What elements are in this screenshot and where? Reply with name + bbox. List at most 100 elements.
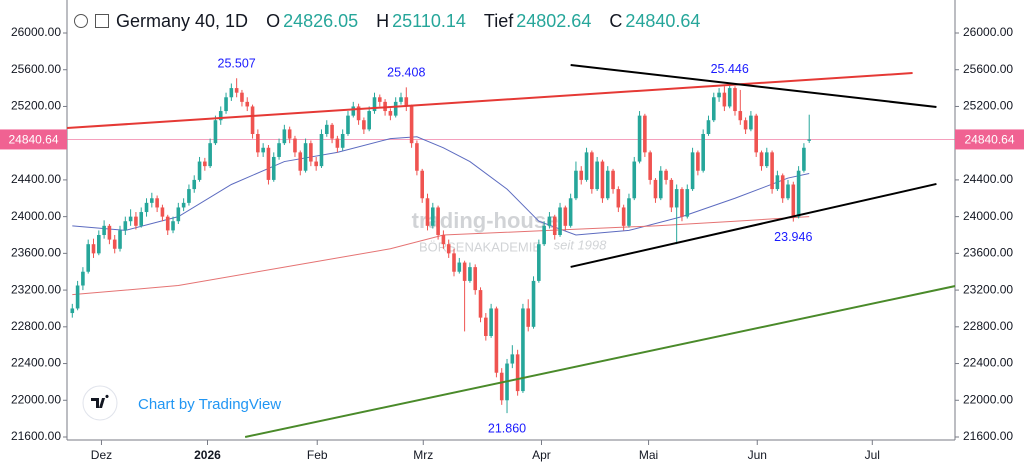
candle-body — [128, 216, 133, 222]
candle-body — [335, 138, 340, 148]
candle-body — [690, 152, 695, 190]
candle-body — [362, 120, 366, 130]
candle-body — [330, 124, 334, 139]
candle-body — [685, 189, 690, 217]
x-tick-label: 2026 — [194, 448, 221, 462]
x-tick-label: Dez — [91, 448, 112, 462]
price-annotation: 23.946 — [774, 230, 812, 244]
y-tick-label: 26000.00 — [11, 25, 61, 39]
candle-body — [754, 115, 758, 153]
ohlc-value: 24802.64 — [516, 10, 592, 31]
candle-body — [457, 262, 462, 272]
candle-body — [616, 189, 621, 208]
candle-body — [208, 143, 212, 167]
candle-body — [293, 138, 297, 153]
candle-body — [181, 202, 186, 208]
candle-body — [261, 147, 265, 153]
candle-body — [436, 207, 440, 235]
candle-body — [409, 106, 414, 144]
y-tick-label: 21600.00 — [963, 429, 1013, 443]
y-tick-label: 22400.00 — [11, 356, 61, 370]
candle-body — [420, 170, 424, 199]
legend-header: Germany 40, 1D O 24826.05 H 25110.14 Tief 248… — [74, 9, 700, 33]
candle-body — [653, 179, 658, 199]
logo-circle — [82, 385, 118, 421]
candle-body — [701, 134, 705, 171]
candle-body — [102, 225, 106, 235]
trendline — [570, 64, 937, 108]
candle-body — [245, 101, 250, 107]
ohlc-key: Tief — [483, 10, 514, 31]
candle-body — [171, 221, 175, 231]
y-tick-label: 24400.00 — [11, 172, 61, 186]
icon-collapse[interactable] — [74, 14, 88, 28]
price-tag — [0, 129, 67, 150]
branding: Chart by TradingView — [138, 396, 281, 413]
candle-body — [600, 161, 605, 199]
candle-body — [786, 184, 790, 199]
candle-body — [462, 262, 467, 281]
icon-add[interactable] — [95, 14, 109, 28]
candle-body — [680, 189, 684, 217]
candle-body — [229, 88, 234, 98]
y-tick-label: 22800.00 — [11, 319, 61, 333]
candle-body — [531, 280, 536, 327]
candle-body — [404, 97, 409, 107]
candle-body — [75, 285, 80, 309]
candle-body — [579, 170, 584, 180]
candle-body — [346, 115, 350, 134]
price-tag — [955, 129, 1024, 150]
candle-body — [780, 175, 785, 199]
watermark-text: trading-house — [412, 208, 559, 233]
candle-body — [351, 106, 356, 116]
candle-body — [176, 207, 181, 222]
y-tick-label: 25200.00 — [11, 99, 61, 113]
candle-body — [770, 152, 774, 190]
candle-body — [399, 97, 403, 102]
candle-body — [759, 152, 764, 167]
ohlc-key: H — [376, 10, 390, 31]
candle-body — [250, 106, 255, 134]
candle-body — [796, 170, 801, 217]
candle-body — [266, 147, 271, 180]
y-tick-label: 23200.00 — [963, 282, 1013, 296]
candle-body — [377, 97, 382, 102]
price-annotation: 25.507 — [218, 57, 256, 71]
symbol-title: Germany 40, 1D — [116, 10, 249, 31]
candle-body — [696, 152, 700, 171]
candle-body — [568, 198, 573, 226]
candle-body — [733, 88, 737, 112]
y-tick-label: 25600.00 — [11, 62, 61, 76]
candle-body — [749, 115, 753, 130]
candle-body — [425, 198, 430, 226]
candle-body — [664, 170, 668, 180]
y-tick-label: 25600.00 — [963, 62, 1013, 76]
candle-body — [282, 129, 287, 144]
candle-body — [112, 239, 117, 249]
ohlc-value: 25110.14 — [392, 10, 466, 31]
candle-body — [155, 198, 159, 208]
candle-body — [340, 134, 345, 148]
candle-body — [590, 152, 594, 190]
trendline — [67, 72, 913, 130]
candle-body — [134, 216, 138, 226]
candle-body — [473, 267, 478, 291]
candle-body — [224, 97, 228, 112]
candle-body — [563, 207, 568, 226]
watermark-text: seit 1998 — [554, 237, 608, 252]
ohlc-value: 24840.64 — [625, 10, 701, 31]
candle-body — [775, 175, 780, 190]
ohlc-key: C — [609, 10, 623, 31]
candle-body — [605, 170, 610, 199]
candle-body — [287, 129, 292, 139]
candle-body — [510, 354, 515, 364]
price-annotation: 21.860 — [488, 421, 526, 435]
candle-body — [611, 170, 615, 190]
price-annotation: 25.446 — [711, 62, 749, 76]
candle-body — [91, 244, 96, 254]
candle-body — [197, 161, 202, 180]
candle-body — [441, 235, 446, 245]
tv-logo — [82, 385, 118, 421]
candle-body — [542, 225, 546, 245]
